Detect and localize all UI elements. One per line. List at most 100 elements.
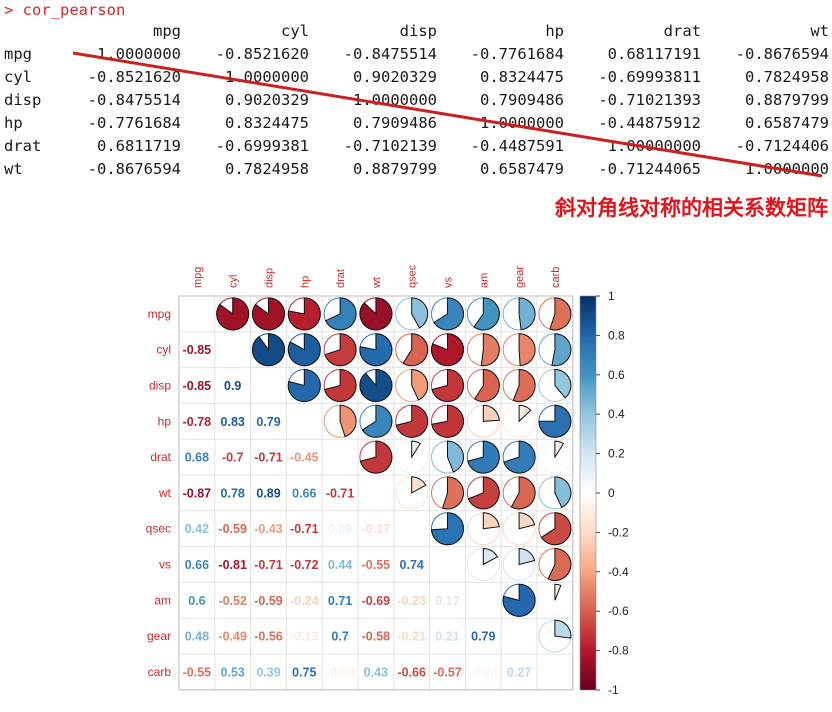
coefficient-label: -0.49 xyxy=(218,630,247,644)
console-cell: 0.7909486 xyxy=(480,91,564,109)
pie-mark xyxy=(359,297,393,331)
console-cell: 0.8324475 xyxy=(225,114,309,132)
coefficient-label: 0.68 xyxy=(185,451,209,465)
prompt-symbol: > xyxy=(4,1,23,19)
pie-mark xyxy=(359,368,393,402)
coefficient-label: 0.21 xyxy=(435,630,459,644)
row-label: am xyxy=(154,593,171,607)
console-cell: -0.4487591 xyxy=(470,137,564,155)
colorbar-tick-label: -1 xyxy=(608,683,619,697)
coefficient-label: 0.53 xyxy=(221,665,245,679)
coefficient-label: -0.45 xyxy=(290,451,319,465)
console-cell: 0.6587479 xyxy=(480,160,564,178)
colorbar-tick-label: -0.2 xyxy=(608,525,629,539)
console-col-header: mpg xyxy=(153,22,181,40)
console-cell: -0.44875912 xyxy=(598,114,701,132)
coefficient-label: -0.55 xyxy=(183,665,212,679)
console-row-label: wt xyxy=(4,160,23,178)
row-label: hp xyxy=(158,414,172,428)
coefficient-label: 0.27 xyxy=(507,665,531,679)
coefficient-label: -0.43 xyxy=(254,522,283,536)
column-label: cyl xyxy=(228,275,240,288)
coefficient-label: 0.66 xyxy=(185,558,209,572)
row-label: qsec xyxy=(146,522,171,536)
console-cell: -0.8521620 xyxy=(87,68,181,86)
coefficient-label: 0.79 xyxy=(256,415,280,429)
pie-mark xyxy=(411,368,429,401)
pie-mark xyxy=(430,512,464,546)
console-col-header: hp xyxy=(545,22,564,40)
console-cell: 0.6587479 xyxy=(745,114,829,132)
coefficient-label: 0.09 xyxy=(328,522,352,536)
console-cell: 0.7909486 xyxy=(353,114,437,132)
pie-mark xyxy=(467,440,500,474)
pie-mark xyxy=(540,512,572,546)
console-cell: 0.7824958 xyxy=(225,160,309,178)
column-label: disp xyxy=(264,268,276,288)
column-label: am xyxy=(478,273,490,288)
pie-mark xyxy=(431,368,464,402)
pie-mark xyxy=(447,440,465,473)
pie-mark xyxy=(482,547,498,566)
column-label: carb xyxy=(550,267,562,288)
coefficient-label: 0.78 xyxy=(221,486,245,500)
colorbar-tick-label: 0.4 xyxy=(608,407,625,421)
pie-mark xyxy=(538,404,572,438)
coefficient-label: -0.71 xyxy=(254,451,283,465)
coefficient-label: -0.87 xyxy=(183,486,212,500)
coefficient-label: -0.85 xyxy=(183,343,212,357)
column-label: vs xyxy=(443,277,455,289)
colorbar-tick-label: -0.6 xyxy=(608,604,629,618)
console-cell: 0.9020329 xyxy=(353,68,437,86)
console-cell: 1.0000000 xyxy=(353,91,437,109)
row-label: cyl xyxy=(156,343,171,357)
row-label: carb xyxy=(148,665,172,679)
coefficient-label: 0.44 xyxy=(328,558,352,572)
console-cell: 1.0000000 xyxy=(97,45,181,63)
console-cell: 0.7824958 xyxy=(745,68,829,86)
pie-mark xyxy=(473,297,500,331)
console-cell: -0.8521620 xyxy=(215,45,309,63)
column-label: mpg xyxy=(192,267,204,288)
coefficient-label: 0.75 xyxy=(292,665,316,679)
colorbar-tick-label: -0.8 xyxy=(608,644,629,658)
pie-mark xyxy=(549,297,572,331)
console-cell: 0.6811719 xyxy=(97,137,181,155)
console-row-label: disp xyxy=(4,91,42,109)
row-label: disp xyxy=(149,379,171,393)
coefficient-label: -0.06 xyxy=(469,665,498,679)
pie-mark xyxy=(474,368,500,402)
pie-mark xyxy=(395,404,429,438)
coefficient-label: -0.59 xyxy=(254,594,283,608)
pie-mark xyxy=(216,297,250,331)
coefficient-label: -0.78 xyxy=(183,415,212,429)
pie-mark xyxy=(510,476,536,510)
colorbar-tick-label: 1 xyxy=(608,289,615,303)
console-col-header: cyl xyxy=(281,22,309,40)
console-cell: -0.8676594 xyxy=(87,160,181,178)
pie-mark xyxy=(287,297,321,331)
plot-border xyxy=(178,295,574,691)
coefficient-label: -0.7 xyxy=(222,451,244,465)
console-cell: -0.71021393 xyxy=(598,91,701,109)
pie-mark xyxy=(503,440,536,474)
coefficient-label: -0.59 xyxy=(218,522,247,536)
coefficient-label: 0.71 xyxy=(328,594,352,608)
console-row-label: cyl xyxy=(4,68,32,86)
console-col-header: wt xyxy=(810,22,829,40)
column-label: hp xyxy=(299,276,311,288)
console-cell: 0.8879799 xyxy=(745,91,829,109)
diagonal-annotation-line xyxy=(72,51,823,178)
coefficient-label: -0.81 xyxy=(218,558,247,572)
pie-mark xyxy=(411,476,427,494)
colorbar-tick-label: -0.4 xyxy=(608,565,629,579)
colorbar-tick-label: 0 xyxy=(608,486,615,500)
coefficient-label: -0.17 xyxy=(362,522,391,536)
colorbar xyxy=(579,295,597,691)
coefficient-label: -0.09 xyxy=(326,665,355,679)
pie-mark xyxy=(554,476,572,509)
console-cell: 0.8879799 xyxy=(353,160,437,178)
pie-mark xyxy=(554,368,572,399)
column-label: gear xyxy=(514,266,526,288)
console-prompt: > cor_pearson xyxy=(4,1,125,19)
